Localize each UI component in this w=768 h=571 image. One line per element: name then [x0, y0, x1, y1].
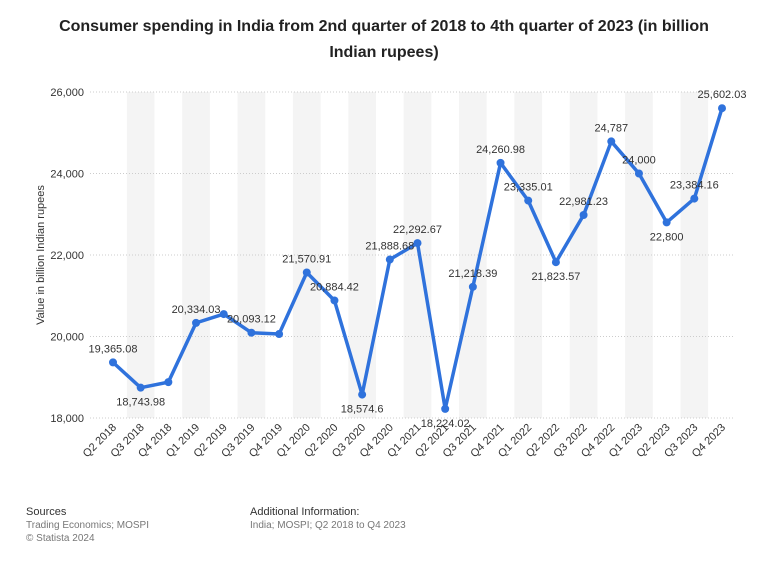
point — [275, 330, 284, 339]
value-label: 22,292.67 — [393, 224, 442, 236]
value-label: 21,823.57 — [531, 271, 580, 283]
y-axis-label: Value in billion Indian rupees — [35, 185, 47, 325]
additional-info: Additional Information: India; MOSPI; Q2… — [250, 506, 406, 532]
info-title: Additional Information: — [250, 506, 360, 518]
copyright: © Statista 2024 — [26, 533, 95, 544]
point — [109, 358, 117, 367]
value-label: 18,224.02 — [421, 418, 470, 430]
point — [524, 196, 533, 205]
value-label: 20,334.03 — [172, 304, 221, 316]
point — [302, 268, 311, 277]
point — [718, 104, 726, 113]
value-label: 23,384.16 — [670, 180, 719, 192]
band — [126, 92, 155, 418]
y-tick-label: 24,000 — [50, 169, 84, 181]
point — [551, 258, 560, 267]
chart: 18,000 20,000 22,000 24,000 26,000 Value in b… — [35, 87, 747, 460]
band — [680, 92, 709, 418]
point — [441, 404, 450, 413]
value-label: 24,000 — [622, 155, 656, 167]
value-label: 25,602.03 — [698, 89, 747, 101]
y-tick-label: 20,000 — [50, 332, 84, 344]
point — [136, 383, 145, 392]
sources: Sources Trading Economics; MOSPI © Stati… — [26, 506, 149, 545]
point — [164, 378, 173, 387]
point — [247, 328, 256, 337]
value-label: 22,981.23 — [559, 196, 608, 208]
info-text: India; MOSPI; Q2 2018 to Q4 2023 — [250, 520, 406, 531]
point — [358, 390, 367, 399]
y-tick-label: 26,000 — [50, 87, 84, 99]
value-label: 21,888.68 — [365, 241, 414, 253]
band — [569, 92, 598, 418]
point — [330, 296, 339, 305]
point — [690, 194, 699, 203]
band — [459, 92, 487, 418]
value-label: 21,570.91 — [282, 253, 331, 265]
value-label: 18,574.6 — [341, 404, 384, 416]
point — [634, 169, 643, 178]
y-tick-label: 18,000 — [50, 413, 84, 425]
point — [496, 158, 505, 167]
value-label: 24,260.98 — [476, 144, 525, 156]
point — [662, 218, 671, 227]
point — [579, 211, 588, 220]
point — [219, 310, 228, 319]
sources-text: Trading Economics; MOSPI — [26, 520, 150, 531]
value-label: 18,743.98 — [116, 397, 165, 409]
point — [413, 239, 422, 248]
point — [607, 137, 616, 146]
point — [385, 255, 394, 264]
y-tick-label: 22,000 — [50, 250, 84, 262]
value-label: 23,335.01 — [504, 182, 553, 194]
value-label: 21,218.39 — [448, 268, 497, 280]
band — [237, 92, 266, 418]
point — [192, 318, 201, 327]
value-label: 22,800 — [650, 231, 684, 243]
value-label: 20,093.12 — [227, 314, 276, 326]
value-label: 19,365.08 — [89, 343, 138, 355]
band — [348, 92, 376, 418]
sources-title: Sources — [26, 506, 67, 518]
value-label: 20,884.42 — [310, 281, 359, 293]
value-label: 24,787 — [594, 122, 628, 134]
point — [468, 282, 477, 291]
chart-title: Consumer spending in India from 2nd quar… — [59, 18, 709, 61]
